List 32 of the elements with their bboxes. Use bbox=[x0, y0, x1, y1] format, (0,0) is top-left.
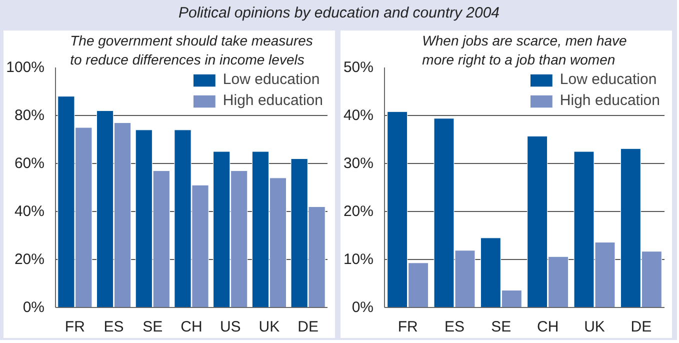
y-tick-label: 0% bbox=[352, 299, 374, 316]
y-tick-label: 40% bbox=[343, 107, 374, 124]
y-tick-label: 40% bbox=[14, 203, 45, 220]
x-tick-label: FR bbox=[64, 318, 86, 336]
legend-label: Low education bbox=[560, 71, 657, 88]
y-tick-label: 20% bbox=[343, 203, 374, 220]
chart-title: The government should take measures to reduce differences in income levels bbox=[70, 32, 313, 68]
x-tick-label: FR bbox=[398, 318, 418, 336]
text: Political opinions by education and country 2004 bbox=[178, 4, 500, 22]
x-tick-label: CH bbox=[180, 318, 202, 336]
chart-title: When jobs are scarce, men have more right to a job than women bbox=[422, 32, 628, 68]
x-tick-label: CH bbox=[537, 318, 559, 336]
y-tick-label: 80% bbox=[14, 107, 45, 124]
x-tick-label: ES bbox=[104, 318, 124, 336]
y-tick-label: 50% bbox=[343, 59, 374, 76]
legend-label: High education bbox=[560, 92, 660, 109]
x-tick-label: UK bbox=[584, 318, 605, 336]
x-tick-label: DE bbox=[630, 318, 652, 336]
y-tick-label: 30% bbox=[343, 155, 374, 172]
x-tick-label: UK bbox=[258, 318, 280, 336]
x-tick-label: US bbox=[220, 318, 241, 336]
x-tick-label: SE bbox=[142, 318, 163, 336]
y-tick-label: 100% bbox=[6, 59, 45, 76]
x-tick-label: SE bbox=[491, 318, 512, 336]
x-tick-label: ES bbox=[444, 318, 465, 336]
y-tick-label: 20% bbox=[14, 251, 45, 268]
legend-label: Low education bbox=[222, 71, 320, 88]
x-tick-label: DE bbox=[298, 318, 318, 336]
legend-label: High education bbox=[222, 92, 323, 109]
y-tick-label: 0% bbox=[22, 299, 45, 316]
y-tick-label: 60% bbox=[14, 155, 45, 172]
y-tick-label: 10% bbox=[343, 251, 374, 268]
